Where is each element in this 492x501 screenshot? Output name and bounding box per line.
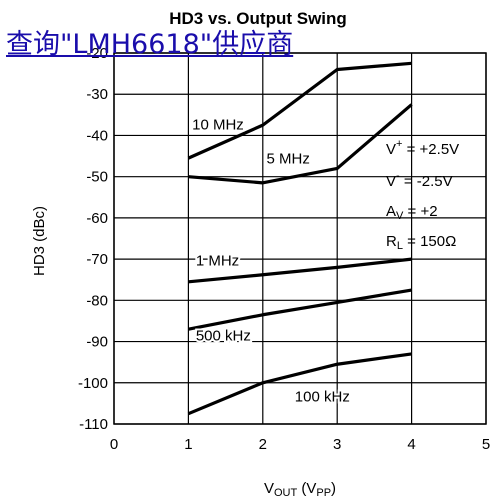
x-tick-label: 2 [259, 436, 267, 453]
y-tick-labels: -20 -30 -40 -50 -60 -70 -80 -90 -100 -110 [78, 45, 108, 433]
x-tick-label: 0 [110, 436, 118, 453]
plot-frame [113, 52, 487, 425]
y-tick-label: -80 [86, 292, 108, 309]
test-conditions: V+ = +2.5V V- = -2.5V AV = +2 RL = 150Ω [386, 138, 459, 252]
supplier-query-link[interactable]: 查询"LMH6618"供应商 [6, 29, 294, 60]
condition-vminus: V- = -2.5V [386, 170, 453, 190]
series-label: 10 MHz [192, 116, 244, 133]
x-tick-label: 1 [184, 436, 192, 453]
condition-vplus: V+ = +2.5V [386, 138, 459, 158]
x-tick-label: 4 [407, 436, 415, 453]
series-line [187, 352, 412, 416]
series-line [188, 103, 413, 185]
series-label-halo: 1 MHz [196, 252, 239, 269]
condition-av: AV = +2 [386, 203, 438, 222]
x-tick-label: 3 [333, 436, 341, 453]
chart-title: HD3 vs. Output Swing [169, 9, 347, 28]
series-label-halo: 10 MHz [192, 116, 244, 133]
y-tick-label: -100 [78, 375, 108, 392]
x-axis-label: VOUT (VPP) [264, 480, 336, 499]
condition-rl: RL = 150Ω [386, 233, 456, 252]
series-line [188, 257, 412, 284]
series-label-halo: 5 MHz [267, 150, 310, 167]
y-tick-label: -20 [86, 45, 108, 62]
series-label: 500 kHz [196, 328, 251, 345]
series-line [187, 61, 412, 160]
series-label: 1 MHz [196, 252, 239, 269]
y-tick-label: -110 [79, 416, 108, 433]
y-tick-label: -30 [86, 86, 108, 103]
series-line [188, 288, 412, 331]
y-axis-label: HD3 (dBc) [31, 206, 48, 276]
series-lines [187, 61, 413, 416]
series-label: 100 kHz [295, 388, 350, 405]
y-tick-label: -90 [86, 334, 108, 351]
x-tick-labels: 0 1 2 3 4 5 [110, 436, 490, 453]
x-tick-label: 5 [482, 436, 490, 453]
y-tick-label: -70 [86, 251, 108, 268]
y-tick-label: -40 [86, 127, 108, 144]
series-label-halo: 500 kHz [196, 328, 251, 345]
y-tick-label: -60 [86, 210, 108, 227]
y-tick-label: -50 [86, 169, 108, 186]
series-label-halo: 100 kHz [295, 388, 350, 405]
series-label: 5 MHz [267, 150, 310, 167]
